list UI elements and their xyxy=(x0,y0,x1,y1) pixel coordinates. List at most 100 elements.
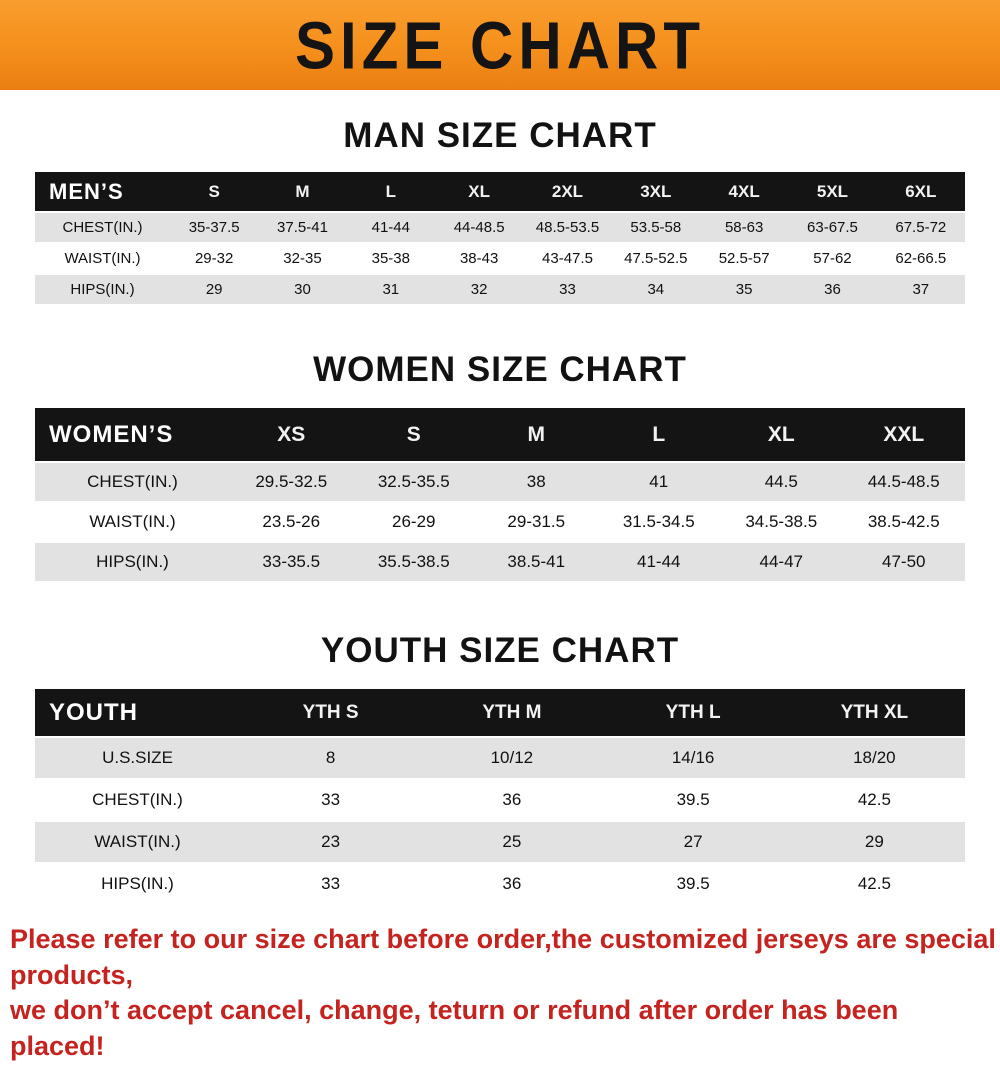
table-cell: 58-63 xyxy=(724,219,764,236)
table-title-cell: MEN’S xyxy=(35,172,170,212)
column-header: S xyxy=(352,408,475,462)
table-cell: 34.5-38.5 xyxy=(745,512,818,531)
table-cell: 38-43 xyxy=(459,250,499,267)
table-cell: 18/20 xyxy=(853,748,896,767)
table-row: WAIST(IN.) 23 25 27 29 xyxy=(35,821,965,863)
table-cell: 31.5-34.5 xyxy=(622,512,695,531)
youth-size-table: YOUTH YTH S YTH M YTH L YTH XL U.S.SIZE 8 10/12… xyxy=(35,689,965,906)
table-cell: 35.5-38.5 xyxy=(377,552,450,571)
table-cell: 30 xyxy=(294,281,311,298)
table-row: CHEST(IN.) 35-37.5 37.5-41 41-44 44-48.5 48.5… xyxy=(35,212,965,243)
women-section-title: WOMEN SIZE CHART xyxy=(313,350,687,389)
table-cell: 27 xyxy=(683,832,703,851)
table-cell: 39.5 xyxy=(676,874,710,893)
column-header: YTH L xyxy=(602,689,784,737)
table-cell: 32.5-35.5 xyxy=(377,472,450,491)
column-header: XS xyxy=(230,408,353,462)
table-header-row: MEN’S S M L XL 2XL 3XL 4XL 5XL 6XL xyxy=(35,172,965,212)
table-cell: 8 xyxy=(325,748,336,767)
column-header: L xyxy=(346,172,435,212)
table-cell: 29-32 xyxy=(194,250,234,267)
table-cell: 47-50 xyxy=(882,552,926,571)
table-cell: 67.5-72 xyxy=(895,219,947,236)
table-row: HIPS(IN.) 29 30 31 32 33 34 35 36 37 xyxy=(35,274,965,305)
section-men: MAN SIZE CHART MEN’S S M L XL 2XL 3XL 4XL 5XL 6XL… xyxy=(0,90,1000,306)
footer-line-2: we don’t accept cancel, change, teturn o… xyxy=(10,995,899,1061)
table-title-cell: YOUTH xyxy=(35,689,240,737)
table-cell: 44-47 xyxy=(759,552,803,571)
table-cell: 32-35 xyxy=(283,250,322,267)
table-cell: 35-38 xyxy=(371,250,410,267)
column-header: 4XL xyxy=(699,172,789,212)
table-cell: 43-47.5 xyxy=(542,250,593,267)
column-header: XL xyxy=(720,408,843,462)
table-cell: 33-35.5 xyxy=(262,552,321,571)
table-cell: 33 xyxy=(321,874,341,893)
table-header-row: YOUTH YTH S YTH M YTH L YTH XL xyxy=(35,689,965,737)
table-cell: 36 xyxy=(502,874,522,893)
footer-note: Please refer to our size chart before or… xyxy=(10,922,1000,1065)
column-header: 6XL xyxy=(876,172,965,212)
table-cell: 53.5-58 xyxy=(630,219,682,236)
column-header: 3XL xyxy=(611,172,700,212)
table-cell: 33 xyxy=(559,281,576,298)
row-label: HIPS(IN.) xyxy=(101,874,174,893)
table-cell: 26-29 xyxy=(392,512,436,531)
table-row: CHEST(IN.) 29.5-32.5 32.5-35.5 38 41 44.5 44.5… xyxy=(35,462,965,502)
table-title-cell: WOMEN’S xyxy=(35,408,230,462)
table-cell: 41-44 xyxy=(637,552,681,571)
footer-line-1: Please refer to our size chart before or… xyxy=(10,924,996,990)
table-cell: 52.5-57 xyxy=(718,250,770,267)
row-label: CHEST(IN.) xyxy=(92,790,183,809)
row-label: HIPS(IN.) xyxy=(96,552,169,571)
table-cell: 29.5-32.5 xyxy=(255,472,328,491)
column-header: M xyxy=(475,408,598,462)
column-header: 2XL xyxy=(523,172,612,212)
table-cell: 29-31.5 xyxy=(507,512,566,531)
table-cell: 33 xyxy=(321,790,341,809)
table-row: CHEST(IN.) 33 36 39.5 42.5 xyxy=(35,779,965,821)
table-cell: 42.5 xyxy=(857,790,891,809)
row-label: HIPS(IN.) xyxy=(70,281,135,298)
page-title: SIZE CHART xyxy=(295,7,705,83)
table-cell: 31 xyxy=(382,281,400,298)
youth-section-title: YOUTH SIZE CHART xyxy=(320,631,680,670)
section-youth: YOUTH SIZE CHART YOUTH YTH S YTH M YTH L YTH… xyxy=(0,583,1000,906)
table-cell: 38 xyxy=(526,472,546,491)
table-cell: 36 xyxy=(502,790,522,809)
column-header: XL xyxy=(434,172,524,212)
column-header: XXL xyxy=(842,408,965,462)
table-cell: 14/16 xyxy=(671,748,715,767)
table-cell: 48.5-53.5 xyxy=(535,219,600,236)
column-header: L xyxy=(597,408,720,462)
table-cell: 44-48.5 xyxy=(453,219,505,236)
table-cell: 35-37.5 xyxy=(188,219,240,236)
table-cell: 44.5 xyxy=(764,472,798,491)
row-label: CHEST(IN.) xyxy=(62,219,143,236)
section-women: WOMEN SIZE CHART WOMEN’S XS S M L XL XXL CHEST(… xyxy=(0,306,1000,583)
table-cell: 29 xyxy=(864,832,884,851)
table-row: U.S.SIZE 8 10/12 14/16 18/20 xyxy=(35,737,965,779)
column-header: YTH S xyxy=(240,689,422,737)
table-cell: 38.5-41 xyxy=(507,552,566,571)
table-cell: 42.5 xyxy=(857,874,891,893)
table-cell: 62-66.5 xyxy=(895,250,947,267)
title-banner: SIZE CHART xyxy=(0,0,1000,90)
table-cell: 37.5-41 xyxy=(277,219,328,236)
table-cell: 41-44 xyxy=(371,219,410,236)
column-header: 5XL xyxy=(788,172,877,212)
column-header: M xyxy=(258,172,347,212)
table-cell: 44.5-48.5 xyxy=(867,472,940,491)
table-cell: 41 xyxy=(649,472,669,491)
table-cell: 35 xyxy=(735,281,753,298)
table-cell: 57-62 xyxy=(813,250,852,267)
table-cell: 34 xyxy=(647,281,665,298)
women-size-table: WOMEN’S XS S M L XL XXL CHEST(IN.) 29.5-32.5 32.5… xyxy=(35,408,965,583)
table-row: HIPS(IN.) 33-35.5 35.5-38.5 38.5-41 41-44 44-… xyxy=(35,542,965,582)
column-header: S xyxy=(170,172,259,212)
row-label: U.S.SIZE xyxy=(102,748,173,767)
table-cell: 25 xyxy=(502,832,522,851)
table-row: HIPS(IN.) 33 36 39.5 42.5 xyxy=(35,863,965,905)
column-header: YTH M xyxy=(421,689,603,737)
